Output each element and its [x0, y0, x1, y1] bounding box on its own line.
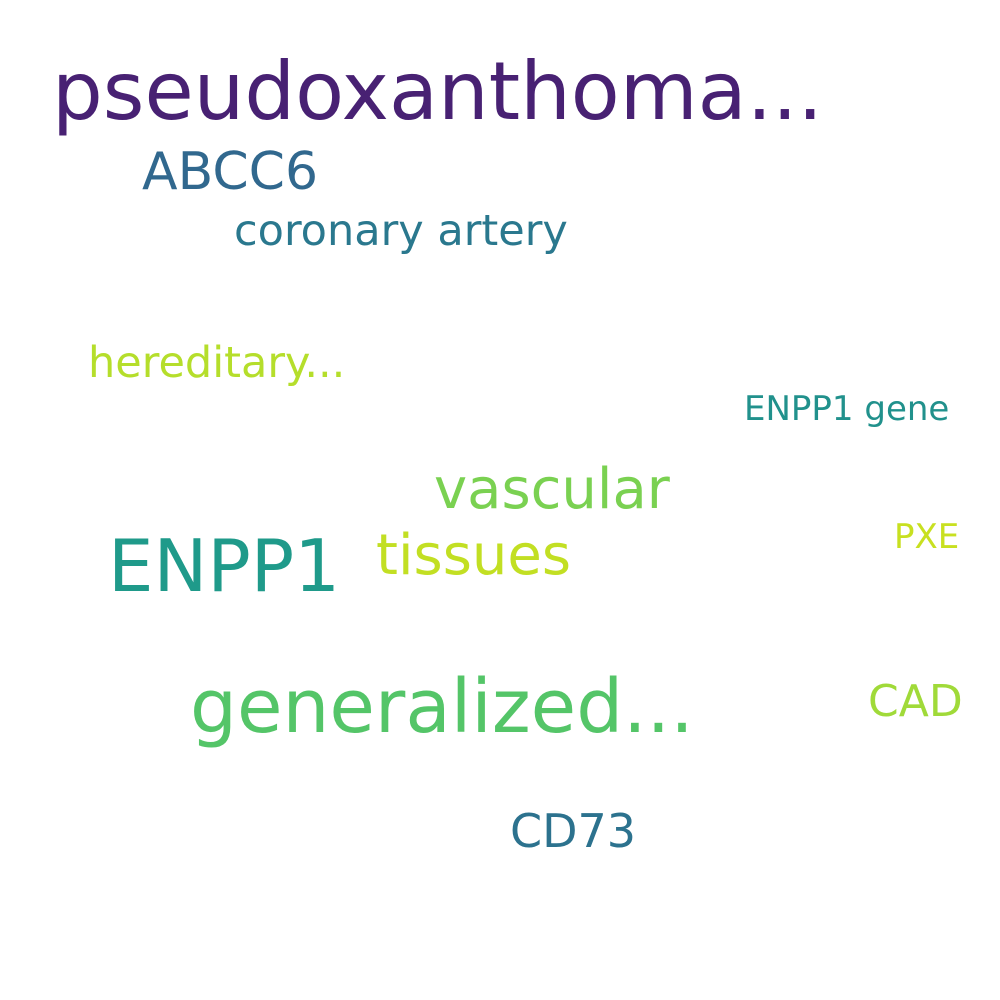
word-vascular: vascular: [434, 457, 670, 522]
word-enpp1-gene: ENPP1 gene: [744, 389, 950, 429]
word-cd73: CD73: [510, 804, 637, 858]
word-cad: CAD: [868, 676, 963, 727]
word-hereditary: hereditary...: [88, 338, 346, 388]
word-abcc6: ABCC6: [142, 142, 319, 202]
word-enpp1: ENPP1: [108, 524, 340, 608]
word-coronary-artery: coronary artery: [234, 206, 568, 256]
word-generalized: generalized...: [190, 664, 694, 750]
word-tissues: tissues: [376, 523, 571, 588]
word-pxe: PXE: [894, 517, 960, 557]
word-pseudoxanthoma: pseudoxanthoma...: [52, 45, 823, 138]
